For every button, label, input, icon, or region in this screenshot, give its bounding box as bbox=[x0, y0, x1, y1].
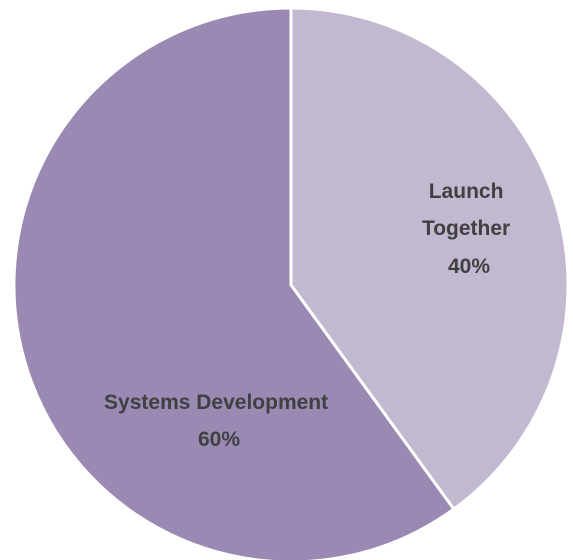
pie-slice-launch-together bbox=[289, 6, 570, 511]
slice-label-line: Launch bbox=[429, 180, 504, 203]
pie-slices bbox=[12, 6, 570, 560]
slice-label-systems-development: Systems Development 60% bbox=[104, 391, 334, 451]
slice-percent-label: 60% bbox=[198, 428, 240, 451]
pie-labels: Launch Together 40% Systems Development … bbox=[104, 180, 516, 451]
slice-label-line: Systems Development bbox=[104, 391, 328, 414]
slice-label-launch-together: Launch Together 40% bbox=[422, 180, 516, 278]
pie-slice-systems-development bbox=[12, 6, 456, 560]
slice-percent-label: 40% bbox=[448, 255, 490, 278]
slice-label-line: Together bbox=[422, 217, 510, 240]
